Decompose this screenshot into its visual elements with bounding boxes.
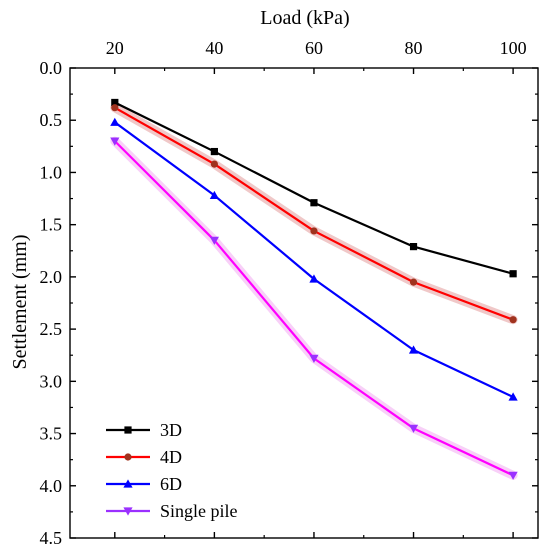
legend-marker-3 (123, 507, 133, 516)
y-tick-label-3: 1.5 (40, 215, 63, 235)
legend: 3D 4D 6D Single pile (106, 420, 238, 521)
legend-label-2: 6D (160, 474, 182, 494)
y-tick-label-5: 2.5 (40, 319, 63, 339)
data-point-1-2 (310, 227, 318, 235)
y-tick-label-0: 0.0 (40, 58, 63, 78)
data-point-2-2 (309, 274, 319, 283)
legend-label-0: 3D (160, 420, 182, 440)
data-point-3-2 (309, 354, 319, 363)
data-point-3-1 (209, 236, 219, 245)
data-point-0-3 (409, 243, 418, 251)
data-point-1-4 (509, 316, 517, 324)
legend-label-3: Single pile (160, 501, 238, 521)
data-point-2-3 (408, 345, 419, 354)
data-point-0-0 (111, 98, 119, 107)
series-line-0 (114, 101, 514, 275)
x-tick-label-2: 60 (305, 38, 323, 58)
x-axis-title: Load (kPa) (260, 7, 349, 29)
data-point-1-0 (111, 104, 119, 112)
x-tick-label-1: 40 (205, 38, 223, 58)
series-layer (110, 98, 518, 480)
x-tick-label-0: 20 (106, 38, 124, 58)
y-tick-label-9: 4.5 (40, 528, 63, 548)
legend-marker-0 (124, 426, 132, 434)
data-point-3-4 (508, 471, 518, 480)
axes-layer: 20 40 60 80 100 0.0 0.5 1.0 1.5 2.0 2.5 3.0 3.5 4.0 4.… (40, 38, 539, 548)
legend-label-1: 4D (160, 447, 182, 467)
data-point-0-2 (310, 199, 318, 207)
series-shadow-1 (110, 103, 518, 325)
x-tick-label-3: 80 (405, 38, 423, 58)
y-tick-label-1: 0.5 (40, 110, 63, 130)
data-point-3-3 (408, 424, 419, 433)
data-point-3-0 (110, 137, 120, 146)
data-point-0-1 (210, 147, 218, 156)
legend-marker-1 (124, 453, 132, 461)
data-point-1-1 (210, 160, 218, 168)
legend-marker-2 (123, 479, 133, 488)
y-axis-title: Settlement (mm) (9, 235, 31, 370)
x-tick-label-4: 100 (500, 38, 527, 58)
y-tick-label-4: 2.0 (40, 267, 63, 287)
y-tick-label-7: 3.5 (40, 424, 63, 444)
data-point-1-3 (409, 278, 418, 286)
y-tick-label-6: 3.0 (40, 371, 63, 391)
data-point-0-4 (509, 270, 517, 278)
data-point-2-0 (110, 117, 120, 126)
data-point-2-4 (508, 392, 518, 401)
y-tick-label-2: 1.0 (40, 162, 63, 182)
y-tick-label-8: 4.0 (40, 476, 63, 496)
data-point-2-1 (209, 190, 219, 200)
